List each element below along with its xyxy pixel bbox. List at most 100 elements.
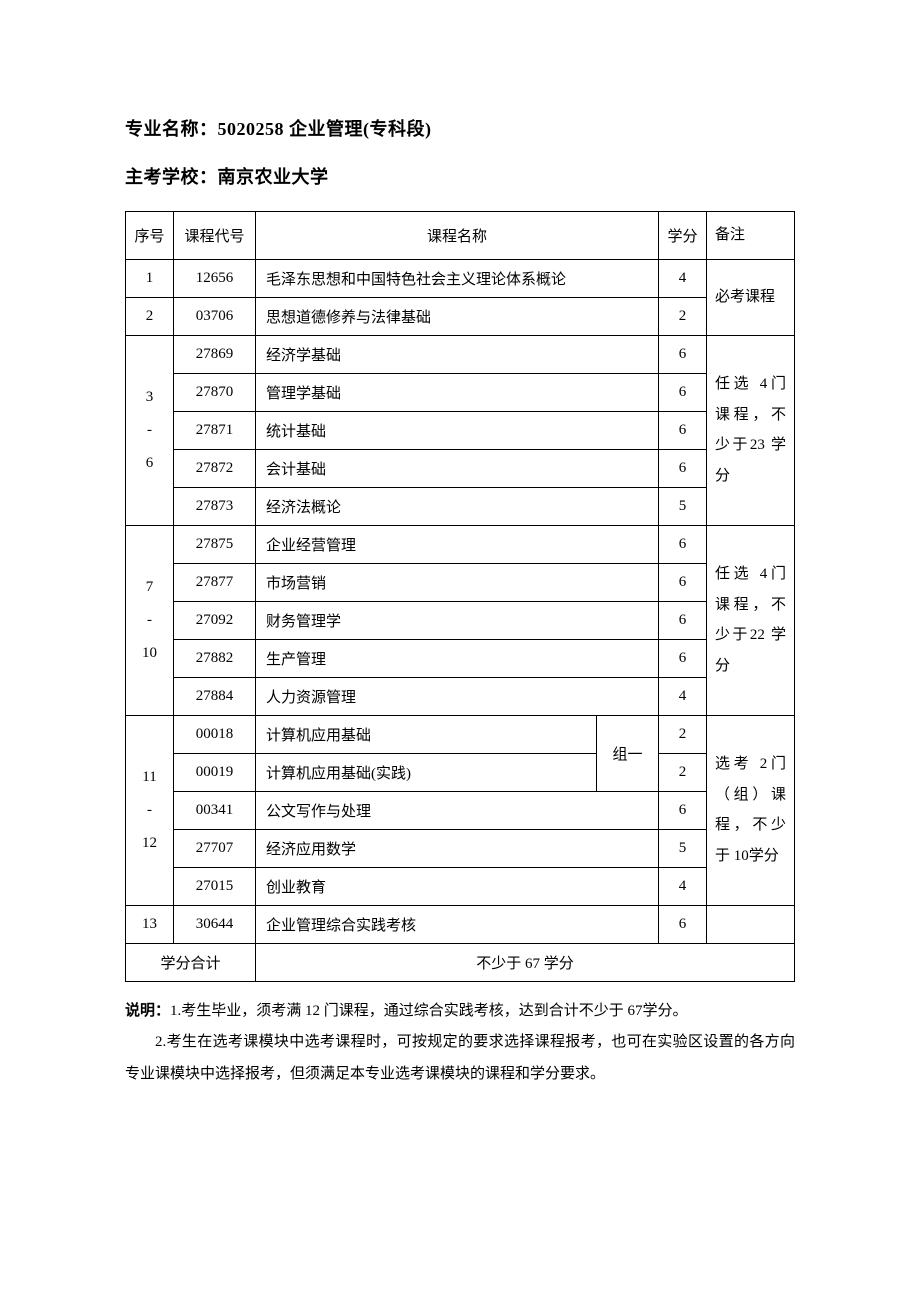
table-row: 11 - 12 00018 计算机应用基础 组一 2 选考 2门（组）课程，不少… xyxy=(126,715,795,753)
footnote-label: 说明： xyxy=(125,1003,170,1019)
summary-row: 学分合计 不少于 67 学分 xyxy=(126,943,795,981)
col-seq: 序号 xyxy=(126,212,174,260)
name-cell: 创业教育 xyxy=(256,867,659,905)
table-row: 27015 创业教育 4 xyxy=(126,867,795,905)
summary-value: 不少于 67 学分 xyxy=(256,943,795,981)
code-cell: 27869 xyxy=(174,335,256,373)
table-row: 7 - 10 27875 企业经营管理 6 任选 4门课程，不少于22 学分 xyxy=(126,525,795,563)
name-cell: 人力资源管理 xyxy=(256,677,659,715)
major-value: 5020258 企业管理(专科段) xyxy=(218,119,432,139)
name-cell: 计算机应用基础(实践) xyxy=(256,753,597,791)
code-cell: 12656 xyxy=(174,259,256,297)
school-heading: 主考学校：南京农业大学 xyxy=(125,163,795,189)
code-cell: 03706 xyxy=(174,297,256,335)
credit-cell: 4 xyxy=(659,867,707,905)
note-cell: 任选 4门课程，不少于22 学分 xyxy=(707,525,795,715)
seq-cell: 11 - 12 xyxy=(126,715,174,905)
name-cell: 思想道德修养与法律基础 xyxy=(256,297,659,335)
name-cell: 经济应用数学 xyxy=(256,829,659,867)
credit-cell: 2 xyxy=(659,753,707,791)
code-cell: 27092 xyxy=(174,601,256,639)
school-label: 主考学校： xyxy=(125,167,218,187)
code-cell: 00018 xyxy=(174,715,256,753)
credit-cell: 6 xyxy=(659,791,707,829)
summary-label: 学分合计 xyxy=(126,943,256,981)
code-cell: 27873 xyxy=(174,487,256,525)
credit-cell: 6 xyxy=(659,335,707,373)
credit-cell: 6 xyxy=(659,411,707,449)
table-row: 27092 财务管理学 6 xyxy=(126,601,795,639)
table-row: 27873 经济法概论 5 xyxy=(126,487,795,525)
table-row: 00341 公文写作与处理 6 xyxy=(126,791,795,829)
credit-cell: 6 xyxy=(659,639,707,677)
name-cell: 统计基础 xyxy=(256,411,659,449)
name-cell: 企业管理综合实践考核 xyxy=(256,905,659,943)
code-cell: 00019 xyxy=(174,753,256,791)
name-cell: 公文写作与处理 xyxy=(256,791,659,829)
code-cell: 27870 xyxy=(174,373,256,411)
seq-cell: 3 - 6 xyxy=(126,335,174,525)
table-row: 27707 经济应用数学 5 xyxy=(126,829,795,867)
code-cell: 27884 xyxy=(174,677,256,715)
major-heading: 专业名称：5020258 企业管理(专科段) xyxy=(125,115,795,141)
name-cell: 计算机应用基础 xyxy=(256,715,597,753)
note-cell xyxy=(707,905,795,943)
credit-cell: 6 xyxy=(659,563,707,601)
code-cell: 30644 xyxy=(174,905,256,943)
code-cell: 27877 xyxy=(174,563,256,601)
credit-cell: 6 xyxy=(659,601,707,639)
note-cell: 选考 2门（组）课程，不少于 10学分 xyxy=(707,715,795,905)
credit-cell: 5 xyxy=(659,487,707,525)
note-cell: 任选 4门课程，不少于23 学分 xyxy=(707,335,795,525)
seq-cell: 2 xyxy=(126,297,174,335)
footnote-1: 说明：1.考生毕业，须考满 12 门课程，通过综合实践考核，达到合计不少于 67… xyxy=(125,996,795,1028)
code-cell: 27872 xyxy=(174,449,256,487)
col-note: 备注 xyxy=(707,212,795,260)
credit-cell: 6 xyxy=(659,449,707,487)
code-cell: 27707 xyxy=(174,829,256,867)
table-row: 27870 管理学基础 6 xyxy=(126,373,795,411)
name-cell: 毛泽东思想和中国特色社会主义理论体系概论 xyxy=(256,259,659,297)
table-row: 2 03706 思想道德修养与法律基础 2 xyxy=(126,297,795,335)
name-cell: 经济学基础 xyxy=(256,335,659,373)
table-header-row: 序号 课程代号 课程名称 学分 备注 xyxy=(126,212,795,260)
credit-cell: 2 xyxy=(659,715,707,753)
table-row: 00019 计算机应用基础(实践) 2 xyxy=(126,753,795,791)
name-cell: 会计基础 xyxy=(256,449,659,487)
table-row: 27884 人力资源管理 4 xyxy=(126,677,795,715)
table-row: 27882 生产管理 6 xyxy=(126,639,795,677)
name-cell: 生产管理 xyxy=(256,639,659,677)
code-cell: 27875 xyxy=(174,525,256,563)
credit-cell: 6 xyxy=(659,905,707,943)
school-value: 南京农业大学 xyxy=(218,167,329,187)
seq-cell: 1 xyxy=(126,259,174,297)
code-cell: 00341 xyxy=(174,791,256,829)
name-cell: 经济法概论 xyxy=(256,487,659,525)
table-row: 27871 统计基础 6 xyxy=(126,411,795,449)
group-cell: 组一 xyxy=(597,715,659,791)
name-cell: 企业经营管理 xyxy=(256,525,659,563)
footnotes: 说明：1.考生毕业，须考满 12 门课程，通过综合实践考核，达到合计不少于 67… xyxy=(125,996,795,1091)
credit-cell: 4 xyxy=(659,677,707,715)
seq-cell: 7 - 10 xyxy=(126,525,174,715)
seq-cell: 13 xyxy=(126,905,174,943)
note-cell: 必考课程 xyxy=(707,259,795,335)
col-name: 课程名称 xyxy=(256,212,659,260)
credit-cell: 5 xyxy=(659,829,707,867)
credit-cell: 6 xyxy=(659,373,707,411)
table-row: 27872 会计基础 6 xyxy=(126,449,795,487)
table-row: 13 30644 企业管理综合实践考核 6 xyxy=(126,905,795,943)
course-table: 序号 课程代号 课程名称 学分 备注 1 12656 毛泽东思想和中国特色社会主… xyxy=(125,211,795,982)
name-cell: 管理学基础 xyxy=(256,373,659,411)
credit-cell: 6 xyxy=(659,525,707,563)
credit-cell: 2 xyxy=(659,297,707,335)
footnote-2: 2.考生在选考课模块中选考课程时，可按规定的要求选择课程报考，也可在实验区设置的… xyxy=(125,1027,795,1090)
table-row: 3 - 6 27869 经济学基础 6 任选 4门课程，不少于23 学分 xyxy=(126,335,795,373)
code-cell: 27871 xyxy=(174,411,256,449)
name-cell: 市场营销 xyxy=(256,563,659,601)
credit-cell: 4 xyxy=(659,259,707,297)
code-cell: 27015 xyxy=(174,867,256,905)
major-label: 专业名称： xyxy=(125,119,218,139)
code-cell: 27882 xyxy=(174,639,256,677)
table-row: 1 12656 毛泽东思想和中国特色社会主义理论体系概论 4 必考课程 xyxy=(126,259,795,297)
